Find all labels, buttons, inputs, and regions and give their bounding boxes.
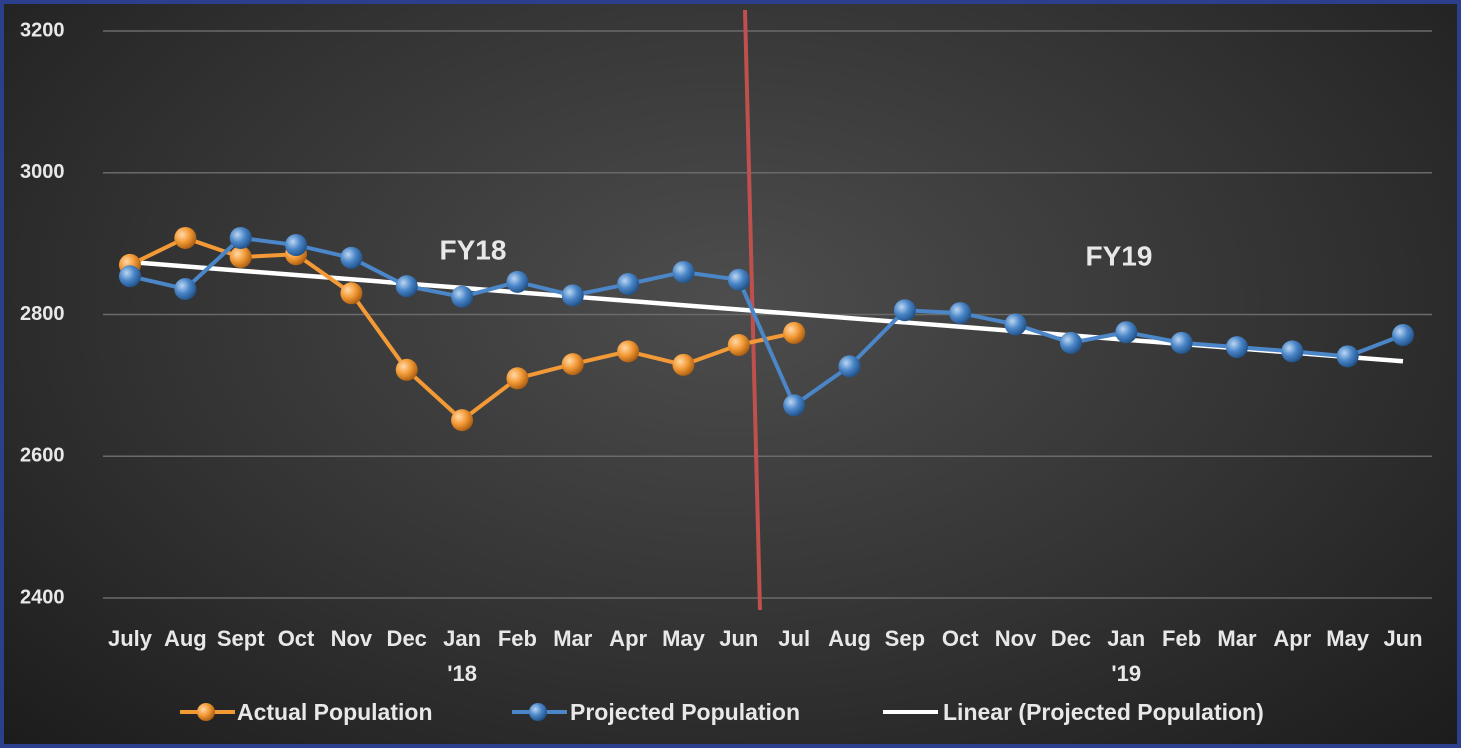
x-tick-label: Jan '18 [443, 626, 482, 686]
point [1336, 345, 1359, 368]
point [451, 409, 474, 432]
point [119, 265, 141, 288]
x-tick-label: July [107, 626, 153, 651]
point [340, 246, 363, 269]
point [1059, 331, 1082, 354]
x-tick-label: Oct [277, 626, 315, 651]
annotation: FY18 [440, 234, 507, 265]
point [783, 321, 806, 344]
x-tick-label: Dec [386, 626, 427, 651]
x-tick-label: Feb [497, 626, 537, 651]
point [395, 358, 418, 381]
x-tick-label: Aug [828, 626, 871, 651]
legend-marker [529, 703, 547, 721]
point [229, 246, 252, 269]
x-tick-label: Aug [163, 626, 207, 651]
x-tick-label: Mar [1217, 626, 1257, 651]
x-tick-label: Apr [1273, 626, 1312, 651]
point [672, 260, 695, 283]
legend-marker [197, 703, 215, 721]
point [1281, 340, 1304, 363]
y-tick-label: 3200 [20, 19, 65, 41]
point [174, 226, 197, 249]
point [451, 285, 474, 308]
point [340, 282, 363, 305]
point [783, 394, 806, 417]
point [893, 299, 916, 322]
x-tick-label: May [1326, 626, 1370, 651]
point [727, 333, 750, 356]
x-tick-label: Apr [609, 626, 648, 651]
point [561, 353, 584, 376]
point [285, 234, 308, 257]
point [1115, 321, 1138, 344]
x-tick-label: Oct [941, 626, 979, 651]
x-tick-label: Jul [778, 626, 811, 651]
series-line [129, 235, 1404, 409]
y-tick-label: 3000 [20, 161, 65, 183]
point [561, 284, 584, 307]
point [506, 270, 529, 293]
x-tick-label: Mar [553, 626, 593, 651]
point [672, 353, 695, 376]
point [506, 367, 529, 390]
point [1392, 324, 1414, 347]
point [949, 302, 972, 325]
x-tick-label: May [662, 626, 705, 651]
point [838, 355, 861, 378]
point [617, 340, 640, 363]
annotation: FY19 [1086, 240, 1153, 271]
y-tick-label: 2600 [20, 445, 65, 467]
point [229, 226, 252, 249]
x-tick-label: Sept [216, 626, 265, 651]
y-tick-label: 2400 [20, 586, 65, 608]
point [1004, 313, 1027, 336]
x-tick-label: Dec [1050, 626, 1092, 651]
point [1170, 331, 1193, 354]
legend-label: Projected Population [570, 699, 800, 725]
x-tick-label: Jun [1383, 626, 1423, 651]
point [395, 275, 418, 298]
x-tick-label: Feb [1162, 626, 1202, 651]
x-tick-label: Jun [719, 626, 759, 651]
point [727, 268, 750, 291]
point [617, 273, 640, 296]
legend-label: Linear (Projected Population) [943, 699, 1264, 725]
legend-label: Actual Population [237, 699, 433, 725]
x-tick-label: Sep [884, 626, 926, 651]
point [1225, 336, 1248, 359]
y-tick-label: 2800 [20, 303, 65, 325]
x-tick-label: Nov [330, 626, 373, 651]
x-tick-label: Nov [994, 626, 1037, 651]
x-tick-label: Jan '19 [1107, 626, 1146, 686]
point [174, 277, 197, 300]
